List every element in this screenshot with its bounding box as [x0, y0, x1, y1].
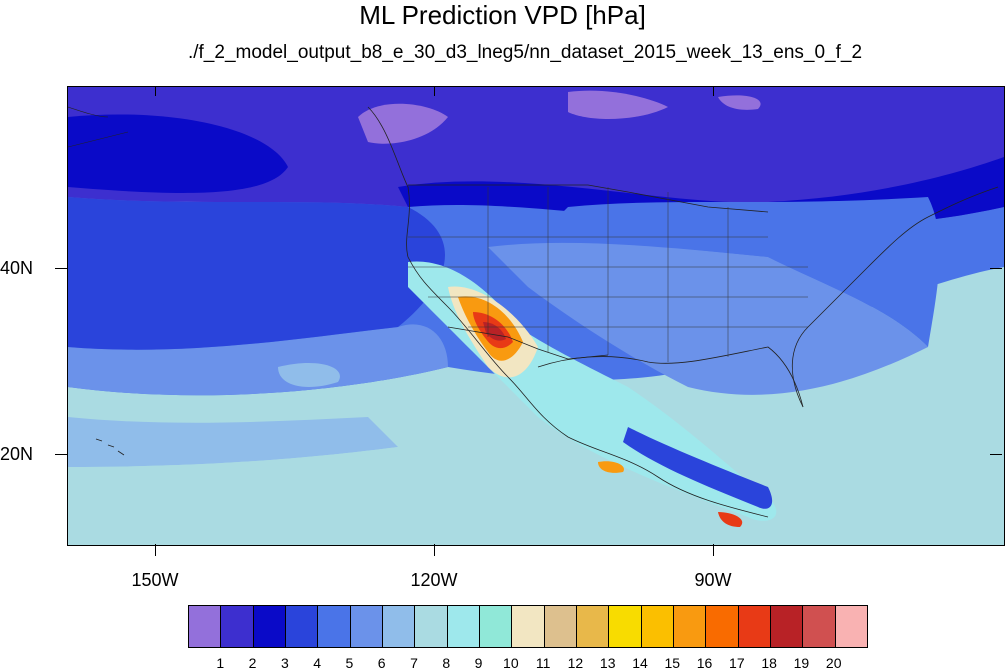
colorbar-label: 2	[248, 655, 257, 671]
colorbar-label: 12	[567, 655, 584, 671]
colorbar-label: 16	[696, 655, 713, 671]
colorbar-label: 14	[632, 655, 648, 671]
colorbar-swatch	[609, 606, 642, 647]
lat-tick-40N-right	[990, 268, 1002, 269]
colorbar-swatch	[285, 606, 319, 647]
colorbar-swatch	[415, 606, 448, 647]
colorbar-label: 5	[345, 655, 354, 671]
map-panel	[67, 86, 1005, 546]
colorbar-label: 6	[377, 655, 386, 671]
lat-label-20N: 20N	[0, 444, 34, 464]
lat-tick-20N-right	[990, 454, 1002, 455]
colorbar-label: 8	[442, 655, 451, 671]
colorbar-label: 4	[313, 655, 322, 671]
field-pale-continent	[488, 242, 928, 395]
colorbar-swatch	[576, 606, 610, 647]
field-ocean-dark-patch	[128, 300, 171, 322]
lat-tick-20N-left	[55, 454, 67, 455]
field-lavender-1	[358, 103, 448, 144]
colorbar-swatch	[835, 606, 867, 647]
figure-title: ML Prediction VPD [hPa]	[359, 0, 646, 30]
lon-tick-150W	[155, 544, 156, 556]
colorbar-swatch	[479, 606, 513, 647]
state-borders	[408, 187, 808, 362]
colorbar-label: 9	[474, 655, 483, 671]
colorbar-swatch	[544, 606, 577, 647]
colorbar	[188, 605, 868, 648]
colorbar-swatch	[350, 606, 383, 647]
field-pale-2	[68, 447, 428, 545]
colorbar-label: 13	[599, 655, 616, 671]
lon-tick-90W-top	[713, 86, 714, 96]
colorbar-swatch	[189, 606, 222, 647]
colorbar-swatch	[512, 606, 545, 647]
field-hot-spot-1	[598, 461, 624, 473]
colorbar-swatch	[673, 606, 707, 647]
colorbar-label: 15	[664, 655, 681, 671]
colorbar-label: 7	[410, 655, 418, 671]
coastline-north-america	[367, 106, 769, 518]
field-light-band-2	[68, 417, 398, 467]
coastline-alaska-islands	[68, 106, 129, 148]
colorbar-label: 1	[216, 655, 225, 671]
field-lavender-3	[718, 95, 761, 110]
field-lavender-2	[568, 90, 668, 119]
lon-label-150W: 150W	[131, 570, 179, 590]
colorbar-label: 17	[729, 655, 745, 671]
field-ocean-light-patch	[278, 362, 340, 387]
colorbar-swatch	[770, 606, 804, 647]
field-navy-coast-strip	[623, 427, 773, 509]
lon-label-120W: 120W	[410, 570, 458, 590]
vpd-field-map	[68, 87, 1004, 545]
coastline-atlantic	[791, 186, 999, 408]
colorbar-swatch	[706, 606, 739, 647]
coastline-hawaii	[95, 438, 125, 456]
lon-label-90W: 90W	[694, 570, 732, 590]
lon-tick-150W-top	[155, 86, 156, 96]
field-sky-band	[68, 324, 448, 396]
field-hot-spot-2	[718, 512, 743, 527]
colorbar-swatch	[641, 606, 674, 647]
lon-tick-120W-top	[434, 86, 435, 96]
colorbar-swatch	[253, 606, 286, 647]
colorbar-label: 20	[825, 655, 842, 671]
colorbar-swatch	[318, 606, 351, 647]
lat-label-40N: 40N	[0, 258, 34, 278]
colorbar-label: 11	[535, 655, 551, 671]
field-north-dark	[68, 87, 1004, 227]
colorbar-swatch	[738, 606, 771, 647]
lon-tick-120W	[434, 544, 435, 556]
colorbar-label: 18	[761, 655, 777, 671]
colorbar-swatch	[382, 606, 416, 647]
field-blue-mid	[68, 197, 446, 350]
colorbar-swatch	[803, 606, 836, 647]
colorbar-label: 19	[793, 655, 810, 671]
colorbar-swatch	[447, 606, 480, 647]
field-navy-band-1	[68, 114, 288, 193]
colorbar-swatch	[221, 606, 254, 647]
figure-subtitle: ./f_2_model_output_b8_e_30_d3_lneg5/nn_d…	[187, 42, 863, 63]
colorbar-label: 10	[503, 655, 519, 671]
colorbar-label: 3	[280, 655, 289, 671]
lat-tick-40N-left	[55, 268, 67, 269]
field-east-blue	[538, 197, 940, 347]
lon-tick-90W	[713, 544, 714, 556]
